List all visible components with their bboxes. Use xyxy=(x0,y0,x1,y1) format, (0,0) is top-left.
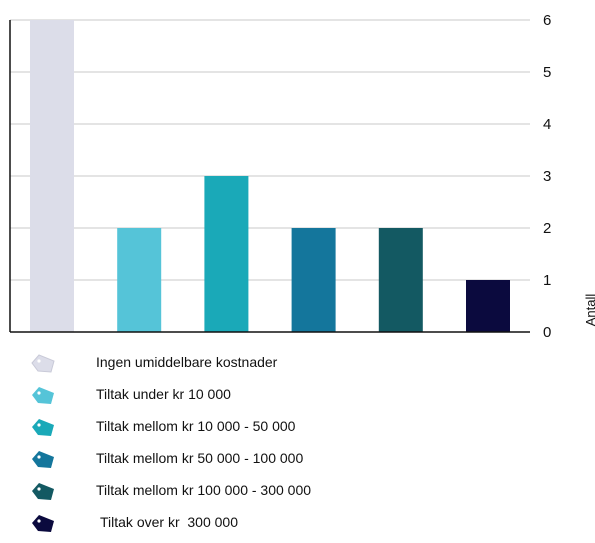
price-tag-icon xyxy=(32,515,54,532)
bar xyxy=(204,176,249,332)
y-tick-label: 3 xyxy=(543,168,551,185)
legend-label: Tiltak under kr 10 000 xyxy=(96,386,231,402)
price-tag-icon xyxy=(32,419,54,436)
price-tag-icon xyxy=(32,483,54,500)
legend-item: Tiltak mellom kr 10 000 - 50 000 xyxy=(26,410,566,442)
bars xyxy=(30,20,510,332)
price-tag-icon xyxy=(32,387,54,404)
bar xyxy=(30,20,74,332)
gridlines xyxy=(10,19,530,281)
legend-item: Tiltak over kr 300 000 xyxy=(26,506,566,538)
y-tick-label: 0 xyxy=(543,324,551,341)
price-tag-icon xyxy=(31,354,55,373)
legend-label: Tiltak mellom kr 50 000 - 100 000 xyxy=(96,450,304,466)
y-tick-label: 2 xyxy=(543,220,551,237)
price-tag-icon xyxy=(32,451,54,468)
bar xyxy=(117,228,162,332)
legend-item: Tiltak mellom kr 50 000 - 100 000 xyxy=(26,442,566,474)
legend-label: Ingen umiddelbare kostnader xyxy=(96,354,278,370)
y-tick-label: 5 xyxy=(543,64,551,81)
legend: Ingen umiddelbare kostnader Tiltak under… xyxy=(26,346,566,538)
y-axis-title: Antall xyxy=(583,294,595,327)
legend-item: Tiltak under kr 10 000 xyxy=(26,378,566,410)
y-tick-labels: 0 1 2 3 4 5 6 xyxy=(543,12,551,341)
bar-chart: 0 1 2 3 4 5 6 Antall xyxy=(9,12,595,341)
bar xyxy=(378,228,423,332)
legend-item: Ingen umiddelbare kostnader xyxy=(26,346,566,378)
legend-label: Tiltak over kr 300 000 xyxy=(100,514,238,530)
legend-item: Tiltak mellom kr 100 000 - 300 000 xyxy=(26,474,566,506)
y-tick-label: 6 xyxy=(543,12,551,29)
legend-label: Tiltak mellom kr 10 000 - 50 000 xyxy=(96,418,296,434)
y-tick-label: 4 xyxy=(543,116,551,133)
legend-label: Tiltak mellom kr 100 000 - 300 000 xyxy=(96,482,312,498)
bar xyxy=(466,280,510,332)
bar xyxy=(291,228,336,332)
y-tick-label: 1 xyxy=(543,272,551,289)
